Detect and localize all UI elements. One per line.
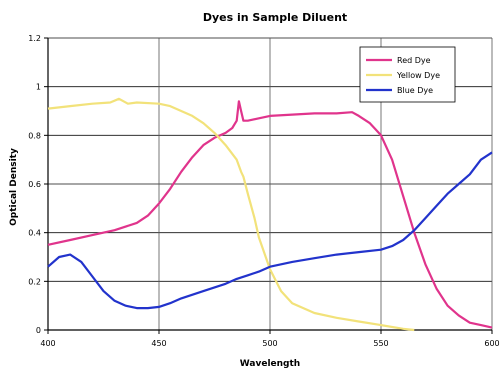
y-tick-label: 0 [36, 326, 41, 335]
y-tick-label: 0.2 [28, 277, 41, 286]
red-dye-legend-label: Red Dye [397, 56, 431, 65]
y-tick-label: 0.6 [28, 180, 41, 189]
y-tick-label: 0.4 [28, 229, 41, 238]
y-tick-label: 1 [36, 83, 41, 92]
red-dye-line [47, 100, 493, 329]
y-tick-label: 0.8 [28, 131, 41, 140]
y-tick-label: 1.2 [28, 34, 41, 43]
x-tick-label: 400 [40, 339, 55, 348]
blue-dye-line [47, 151, 493, 310]
chart-title: Dyes in Sample Diluent [203, 11, 347, 24]
y-axis-label: Optical Density [9, 148, 19, 226]
x-tick-label: 450 [151, 339, 166, 348]
yellow-dye-legend-label: Yellow Dye [396, 71, 440, 80]
legend: Red Dye Yellow Dye Blue Dye [359, 46, 456, 103]
axes [44, 37, 493, 334]
x-tick-label: 550 [373, 339, 388, 348]
series-lines [47, 97, 493, 332]
x-tick-label: 500 [262, 339, 277, 348]
yellow-dye-line [47, 97, 415, 332]
tick-labels: 0 0.2 0.4 0.6 0.8 1 1.2 400 450 500 550 600 [28, 34, 499, 348]
x-tick-label: 600 [484, 339, 499, 348]
blue-dye-legend-label: Blue Dye [397, 86, 433, 95]
x-axis-label: Wavelength [240, 359, 300, 369]
